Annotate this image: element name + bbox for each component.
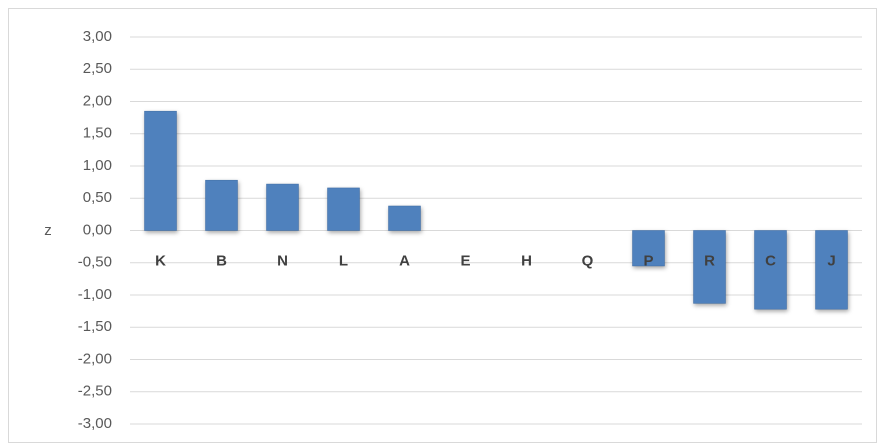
y-tick-label: -2,00 (78, 350, 112, 367)
bar (205, 179, 238, 231)
y-tick-label: -1,00 (78, 286, 112, 303)
y-tick-label: 0,50 (83, 189, 112, 206)
bar (632, 230, 665, 267)
x-tick-label: B (216, 252, 227, 269)
y-tick-label: 2,00 (83, 92, 112, 109)
y-tick-label: -3,00 (78, 415, 112, 432)
x-tick-label: H (521, 252, 532, 269)
bar (144, 110, 177, 231)
x-tick-label: Q (582, 252, 594, 269)
y-tick-label: 2,50 (83, 60, 112, 77)
bar (388, 205, 421, 231)
x-tick-label: A (399, 252, 410, 269)
y-tick-label: 1,00 (83, 157, 112, 174)
x-tick-label: J (827, 252, 835, 269)
y-tick-label: 1,50 (83, 125, 112, 142)
x-tick-label: L (339, 252, 348, 269)
x-tick-label: E (460, 252, 470, 269)
y-tick-label: -2,50 (78, 383, 112, 400)
bar (693, 230, 726, 304)
bar (266, 183, 299, 231)
bar (754, 230, 787, 310)
y-axis-label: z (44, 222, 52, 239)
bar (815, 230, 848, 310)
bar (327, 187, 360, 231)
y-tick-label: -1,50 (78, 318, 112, 335)
x-tick-label: R (704, 252, 715, 269)
y-tick-label: -0,50 (78, 254, 112, 271)
x-tick-label: K (155, 252, 166, 269)
x-tick-label: C (765, 252, 776, 269)
y-tick-label: 0,00 (83, 221, 112, 238)
x-tick-label: P (643, 252, 653, 269)
x-tick-label: N (277, 252, 288, 269)
y-tick-label: 3,00 (83, 28, 112, 45)
chart-frame (8, 8, 877, 443)
